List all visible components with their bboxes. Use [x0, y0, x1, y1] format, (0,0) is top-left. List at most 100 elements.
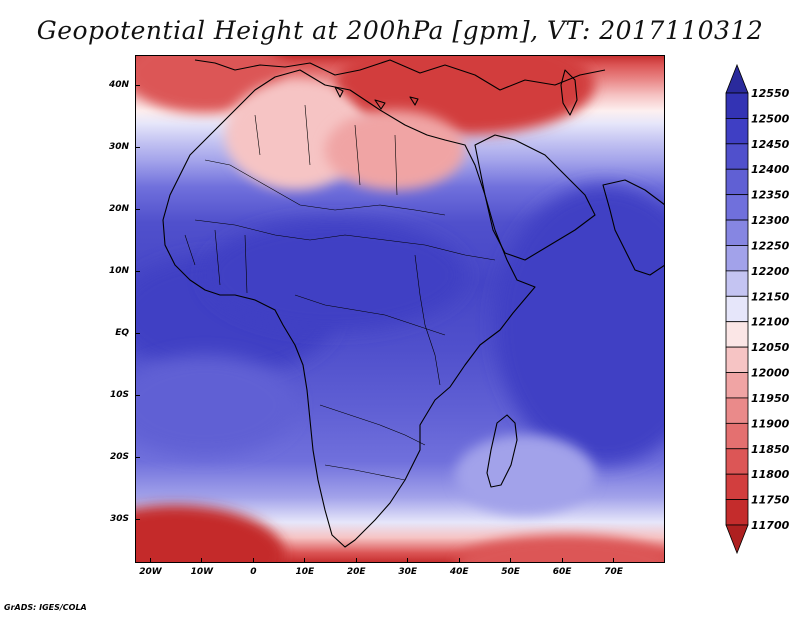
ridge-south-madagascar [455, 435, 595, 515]
colorbar-swatch [725, 397, 749, 424]
lat-tick-mark [135, 271, 140, 273]
lat-tick-mark [135, 85, 140, 87]
colorbar-level-label: 11750 [751, 494, 790, 507]
colorbar-swatch [725, 168, 749, 196]
colorbar-top-arrow [725, 63, 749, 94]
india-outline [602, 179, 665, 276]
colorbar-swatch [725, 473, 749, 500]
map-area [135, 55, 665, 563]
lat-tick-label: 30N [108, 141, 129, 152]
colorbar-swatch [725, 219, 749, 246]
lat-tick-mark [135, 209, 140, 211]
lat-tick-label: 40N [108, 79, 129, 90]
colorbar-level-label: 12050 [751, 341, 790, 354]
lat-tick-label: 10S [109, 389, 129, 400]
europe-coast [194, 59, 606, 91]
lat-tick-label: EQ [115, 327, 129, 338]
colorbar-level-label: 12400 [751, 163, 790, 176]
colorbar-level-label: 12250 [751, 239, 790, 252]
lat-tick-label: 20S [109, 451, 129, 462]
colorbar-level-label: 11700 [751, 519, 790, 532]
colorbar-level-label: 12100 [751, 316, 790, 329]
lon-tick-mark [252, 558, 254, 563]
arabia-outline [474, 134, 596, 261]
lon-tick-mark [458, 558, 460, 563]
colorbar-swatch [725, 499, 749, 526]
trough-nw-africa [325, 110, 465, 190]
lon-tick-label: 10E [295, 567, 315, 577]
lon-tick-mark [149, 558, 151, 563]
border-south-2 [324, 464, 406, 481]
lon-tick-label: 70E [604, 567, 623, 577]
lon-tick-mark [407, 558, 409, 563]
colorbar-swatch [725, 143, 749, 170]
lat-tick-mark [135, 519, 140, 521]
border-central [294, 294, 446, 336]
border-sahel [194, 219, 496, 261]
border-sahara [204, 159, 446, 216]
lon-tick-label: 0 [250, 567, 257, 577]
border-north [254, 104, 398, 196]
lon-tick-label: 20E [346, 567, 366, 577]
low-south-east [455, 535, 665, 563]
colorbar-swatch [725, 321, 749, 348]
low-south-west [135, 505, 285, 563]
country-borders [184, 104, 496, 481]
lon-tick-label: 30E [398, 567, 418, 577]
border-south [319, 404, 426, 446]
lat-tick-mark [135, 395, 140, 397]
high-core-east [495, 185, 665, 465]
lat-tick-mark [135, 333, 140, 335]
lon-tick-label: 50E [501, 567, 520, 577]
colorbar-level-label: 12450 [751, 138, 790, 151]
colorbar-level-label: 12000 [751, 367, 790, 380]
colorbar-swatch [725, 346, 749, 373]
lon-tick-mark [304, 558, 306, 563]
colorbar-level-label: 12150 [751, 290, 790, 303]
lon-tick-mark [201, 558, 203, 563]
colorbar-swatch [725, 422, 749, 450]
colorbar-swatch [725, 295, 749, 323]
madagascar-outline [486, 414, 518, 488]
colorbar-swatch [725, 118, 749, 145]
colorbar-level-label: 11800 [751, 468, 790, 481]
lon-tick-mark [355, 558, 357, 563]
colorbar-swatch [725, 270, 749, 297]
colorbar-level-label: 11850 [751, 443, 790, 456]
border-east [414, 254, 441, 386]
colorbar-level-label: 11950 [751, 392, 790, 405]
lon-tick-mark [561, 558, 563, 563]
lat-tick-mark [135, 147, 140, 149]
colorbar-level-label: 12550 [751, 87, 790, 100]
high-core-sahel [205, 220, 465, 330]
colorbar-level-label: 12300 [751, 214, 790, 227]
colorbar-level-label: 12200 [751, 265, 790, 278]
credit-label: GrADS: IGES/COLA [4, 603, 87, 612]
colorbar-level-label: 12350 [751, 189, 790, 202]
colorbar-swatch [725, 245, 749, 272]
colorbar-level-label: 12500 [751, 112, 790, 125]
lon-tick-mark [510, 558, 512, 563]
caspian-sea [560, 69, 578, 116]
atlantic-lighter-band [135, 355, 295, 455]
colorbar-swatch [725, 194, 749, 221]
border-west-africa [184, 229, 248, 294]
lon-tick-mark [613, 558, 615, 563]
lon-tick-label: 60E [552, 567, 572, 577]
coastlines [162, 59, 665, 548]
colorbar: 12550 12500 12450 12400 12350 12300 12250 12200… [725, 63, 790, 555]
lon-tick-label: 10W [190, 567, 214, 577]
lat-tick-label: 20N [108, 203, 129, 214]
field-features [135, 55, 665, 563]
geopotential-field [135, 55, 665, 563]
colorbar-bottom-arrow [725, 524, 749, 555]
colorbar-swatch [725, 448, 749, 475]
colorbar-swatch [725, 92, 749, 119]
mediterranean-islands [334, 86, 419, 110]
lon-tick-label: 20W [139, 567, 162, 577]
map-title: Geopotential Height at 200hPa [gpm], VT:… [36, 16, 764, 45]
colorbar-level-label: 11900 [751, 417, 790, 430]
lat-tick-label: 30S [109, 513, 129, 524]
lon-tick-label: 40E [449, 567, 469, 577]
lat-tick-mark [135, 457, 140, 459]
